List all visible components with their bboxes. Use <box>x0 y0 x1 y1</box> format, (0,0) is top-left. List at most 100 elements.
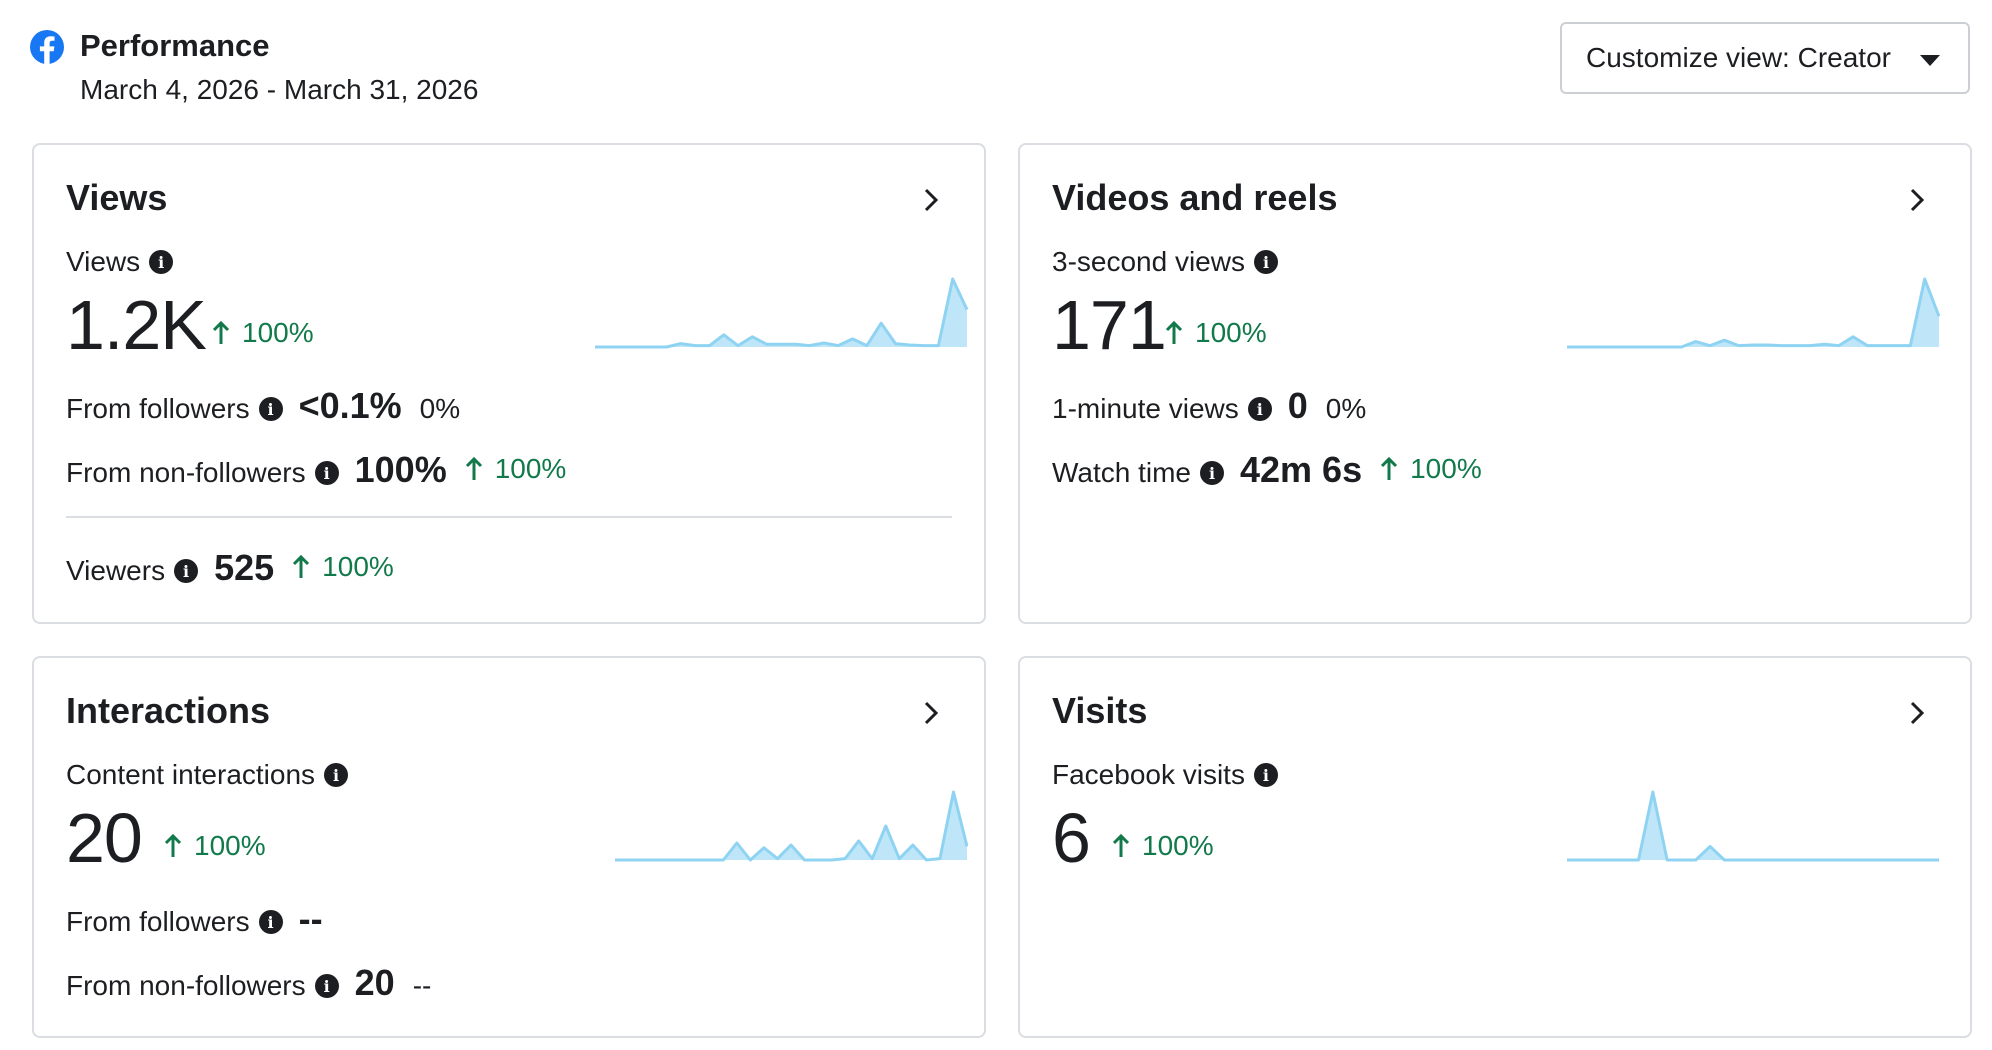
views-metric-label: Views i <box>66 246 174 278</box>
change-text: 100% <box>494 453 567 484</box>
change-text: 100% <box>1410 453 1482 484</box>
metric-label-text: 3-second views <box>1052 246 1245 277</box>
sparkline-area <box>1567 792 1939 860</box>
customize-view-dropdown[interactable]: Customize view: Creator <box>1560 22 1970 94</box>
one-minute-views-row: 1-minute views i 0 0% <box>1052 385 1366 427</box>
interactions-from-followers-row: From followers i -- <box>66 898 323 940</box>
facebook-logo-icon <box>30 30 64 64</box>
views-from-nonfollowers-row: From non-followers i 100% 100% <box>66 449 566 491</box>
arrow-up-icon <box>212 320 230 344</box>
facebook-visits-label: Facebook visits i <box>1052 759 1278 791</box>
from-nonfollowers-value: 20 <box>354 962 395 1003</box>
one-minute-views-label: 1-minute views <box>1052 393 1239 424</box>
info-icon[interactable]: i <box>324 763 349 787</box>
from-nonfollowers-label: From non-followers <box>66 970 306 1001</box>
change-text: 100% <box>242 317 314 348</box>
arrow-up-icon <box>465 456 482 480</box>
change-text: 100% <box>322 551 394 582</box>
sparkline-area <box>595 279 967 347</box>
visits-card: Visits Facebook visits i 6 100% <box>1018 656 1972 1038</box>
viewers-row: Viewers i 525 100% <box>66 547 394 589</box>
metric-label-text: Content interactions <box>66 759 316 790</box>
change-text: 100% <box>194 830 266 861</box>
facebook-visits-value: 6 <box>1052 799 1091 877</box>
info-icon[interactable]: i <box>1253 250 1278 274</box>
viewers-label: Viewers <box>66 555 166 586</box>
interactions-sparkline <box>615 790 968 862</box>
viewers-change: 100% <box>292 551 394 583</box>
info-icon[interactable]: i <box>1253 763 1278 787</box>
facebook-visits-change: 100% <box>1112 830 1214 862</box>
three-second-views-value: 171 <box>1052 286 1167 364</box>
watch-time-label: Watch time <box>1052 457 1191 488</box>
info-icon[interactable]: i <box>149 250 174 274</box>
arrow-up-icon <box>1165 320 1183 344</box>
info-icon[interactable]: i <box>314 974 339 998</box>
from-followers-change: 0% <box>419 393 461 424</box>
watch-time-value: 42m 6s <box>1240 449 1363 490</box>
card-title: Visits <box>1052 690 1148 731</box>
from-nonfollowers-value: 100% <box>354 449 447 490</box>
arrow-up-icon <box>164 833 182 857</box>
watch-time-change: 100% <box>1380 453 1482 485</box>
card-title: Videos and reels <box>1052 177 1338 218</box>
from-nonfollowers-change: 100% <box>465 453 567 485</box>
from-followers-label: From followers <box>66 906 250 937</box>
sparkline-area <box>1567 279 1939 347</box>
arrow-up-icon <box>1381 456 1398 480</box>
chevron-right-icon[interactable] <box>918 698 944 728</box>
visits-sparkline <box>1567 790 1939 862</box>
interactions-card: Interactions Content interactions i 20 1… <box>32 656 986 1038</box>
interactions-from-nonfollowers-row: From non-followers i 20 -- <box>66 962 431 1004</box>
views-sparkline <box>595 277 968 349</box>
chevron-right-icon[interactable] <box>1904 698 1930 728</box>
from-followers-value: -- <box>298 898 323 939</box>
arrow-up-icon <box>293 554 310 578</box>
info-icon[interactable]: i <box>258 910 283 934</box>
viewers-value: 525 <box>214 547 275 588</box>
views-from-followers-row: From followers i <0.1% 0% <box>66 385 460 427</box>
info-icon[interactable]: i <box>1200 461 1224 485</box>
metric-label-text: Views <box>66 246 141 277</box>
from-nonfollowers-label: From non-followers <box>66 457 306 488</box>
arrow-up-icon <box>1112 833 1130 857</box>
views-metric-change: 100% <box>212 317 314 349</box>
chevron-right-icon[interactable] <box>918 185 944 215</box>
sparkline-line <box>1567 790 1939 862</box>
caret-down-icon <box>1920 55 1940 66</box>
info-icon[interactable]: i <box>1247 397 1272 421</box>
change-text: 100% <box>1142 830 1214 861</box>
from-followers-label: From followers <box>66 393 250 424</box>
divider <box>66 516 952 518</box>
info-icon[interactable]: i <box>314 461 339 485</box>
views-card: Views Views i 1.2K 100% From followers i … <box>32 143 986 624</box>
info-icon[interactable]: i <box>258 397 283 421</box>
one-minute-views-value: 0 <box>1287 385 1308 426</box>
content-interactions-value: 20 <box>66 799 143 877</box>
three-second-views-change: 100% <box>1165 317 1267 349</box>
three-second-views-label: 3-second views i <box>1052 246 1278 278</box>
one-minute-views-change: 0% <box>1325 393 1367 424</box>
card-title: Interactions <box>66 690 271 731</box>
chevron-right-icon[interactable] <box>1904 185 1930 215</box>
sparkline-area <box>615 792 967 860</box>
date-range: March 4, 2026 - March 31, 2026 <box>80 74 479 105</box>
metric-label-text: Facebook visits <box>1052 759 1245 790</box>
from-nonfollowers-change: -- <box>412 970 432 1001</box>
sparkline-line <box>595 277 968 349</box>
content-interactions-label: Content interactions i <box>66 759 349 791</box>
customize-view-label: Customize view: Creator <box>1586 42 1891 73</box>
sparkline-line <box>1567 277 1940 349</box>
page-title: Performance <box>80 28 270 63</box>
views-metric-value: 1.2K <box>66 286 207 364</box>
videos-sparkline <box>1567 277 1940 349</box>
from-followers-value: <0.1% <box>298 385 402 426</box>
content-interactions-change: 100% <box>164 830 266 862</box>
sparkline-line <box>615 790 968 862</box>
card-title: Views <box>66 177 168 218</box>
info-icon[interactable]: i <box>174 559 199 583</box>
videos-and-reels-card: Videos and reels 3-second views i 171 10… <box>1018 143 1972 624</box>
change-text: 100% <box>1195 317 1267 348</box>
watch-time-row: Watch time i 42m 6s 100% <box>1052 449 1482 491</box>
